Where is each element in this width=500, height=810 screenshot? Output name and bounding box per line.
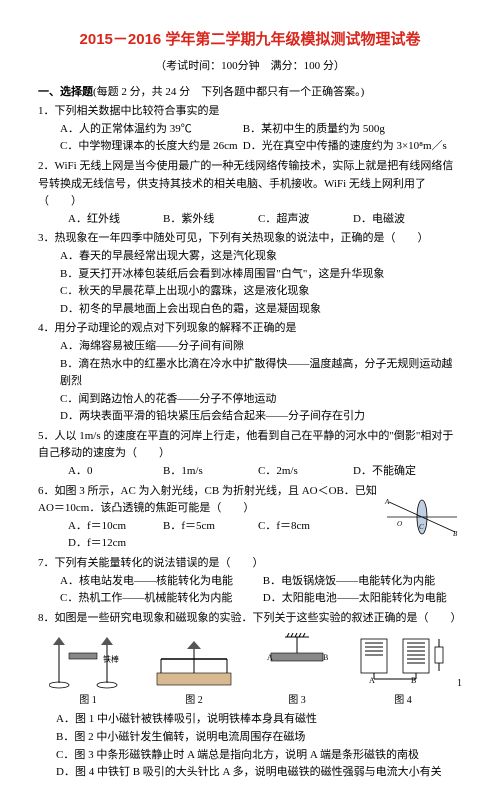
q3-opt-b: B．夏天打开冰棒包装纸后会看到冰棒周围冒"白气"，这是升华现象: [38, 266, 462, 284]
q5-stem: 5．人以 1m/s 的速度在平直的河岸上行走，他看到自己在平静的河水中的"倒影"…: [38, 428, 462, 463]
q7-stem: 7．下列有关能量转化的说法错误的是（ ）: [38, 555, 462, 573]
q4-opt-d: D．两块表面平滑的铅块紧压后会结合起来——分子间存在引力: [38, 408, 462, 426]
lens-diagram-icon: A C B O: [383, 496, 461, 538]
q4-stem: 4．用分子动理论的观点对下列现象的解释不正确的是: [38, 320, 462, 338]
q5-opt-c: C．2m/s: [258, 463, 353, 481]
q6-block: 6．如图 3 所示，AC 为入射光线，CB 为折射光线，且 AO＜OB．已知AO…: [38, 481, 462, 553]
q3-stem: 3．热现象在一年四季中随处可见，下列有关热现象的说法中，正确的是（ ）: [38, 230, 462, 248]
q8-opt-b: B．图 2 中小磁针发生偏转，说明电流周围存在磁场: [38, 729, 462, 747]
fig4-icon: A B: [355, 633, 451, 693]
q4-opt-a: A．海绵容易被压缩——分子间有间隙: [38, 338, 462, 356]
fig1-icon: 铁棒: [49, 633, 127, 693]
q8-fig3: A B 图 3: [261, 633, 333, 709]
q6-stem: 6．如图 3 所示，AC 为入射光线，CB 为折射光线，且 AO＜OB．已知AO…: [38, 483, 382, 518]
fig3-icon: A B: [261, 633, 333, 693]
q6-opt-c: C．f＝8cm: [258, 518, 353, 536]
svg-text:B: B: [453, 530, 458, 538]
q8-figures-row: 铁棒 图 1 图 2 A B 图 3: [38, 633, 462, 709]
q1-opt-d: D．光在真空中传播的速度约为 3×10⁸m／s: [243, 138, 447, 156]
section-1-note: (每题 2 分，共 24 分 下列各题中都只有一个正确答案。): [93, 86, 364, 98]
q1-opt-b: B．某初中生的质量约为 500g: [243, 121, 385, 139]
q8-opt-a: A．图 1 中小磁针被铁棒吸引，说明铁棒本身具有磁性: [38, 711, 462, 729]
q2-opt-a: A．红外线: [68, 211, 163, 229]
q8-fig4: A B 图 4: [355, 633, 451, 709]
q7-row2: C．热机工作——机械能转化为内能 D．太阳能电池——太阳能转化为电能: [38, 590, 462, 608]
q5-opt-d: D．不能确定: [353, 463, 448, 481]
q8-opt-d: D．图 4 中铁钉 B 吸引的大头针比 A 多，说明电磁铁的磁性强弱与电流大小有…: [38, 764, 462, 782]
svg-text:O: O: [397, 520, 402, 528]
fig2-label: 图 2: [149, 693, 239, 709]
svg-text:A: A: [384, 498, 390, 506]
q2-stem: 2．WiFi 无线上网是当今使用最广的一种无线网络传输技术，实际上就是把有线网络…: [38, 158, 462, 211]
fig4-label: 图 4: [355, 693, 451, 709]
q1-stem: 1．下列相关数据中比较符合事实的是: [38, 103, 462, 121]
q1-row2: C．中学物理课本的长度大约是 26cm D．光在真空中传播的速度约为 3×10⁸…: [38, 138, 462, 156]
q4-opt-b: B．滴在热水中的红墨水比滴在冷水中扩散得快——温度越高，分子无规则运动越剧烈: [38, 356, 462, 391]
section-1-title: 一、选择题: [38, 86, 93, 98]
svg-text:B: B: [323, 653, 328, 662]
q2-opt-b: B．紫外线: [163, 211, 258, 229]
q7-row1: A．核电站发电——核能转化为电能 B．电饭锅烧饭——电能转化为内能: [38, 573, 462, 591]
exam-subtitle: （考试时间：100分钟 满分：100 分）: [38, 58, 462, 76]
svg-text:C: C: [419, 523, 424, 531]
q6-opt-b: B．f＝5cm: [163, 518, 258, 536]
q6-opt-a: A．f＝10cm: [68, 518, 163, 536]
q6-figure: A C B O: [382, 481, 462, 553]
q7-opt-c: C．热机工作——机械能转化为内能: [60, 590, 260, 608]
q5-opt-b: B．1m/s: [163, 463, 258, 481]
q7-opt-a: A．核电站发电——核能转化为电能: [60, 573, 260, 591]
q8-fig1: 铁棒 图 1: [49, 633, 127, 709]
q8-fig2: 图 2: [149, 633, 239, 709]
fig2-icon: [149, 633, 239, 693]
q5-options: A．0 B．1m/s C．2m/s D．不能确定: [38, 463, 462, 481]
q5-opt-a: A．0: [68, 463, 163, 481]
q2-opt-d: D．电磁波: [353, 211, 448, 229]
q7-opt-d: D．太阳能电池——太阳能转化为电能: [263, 590, 447, 608]
page-number: 1: [457, 676, 462, 692]
q8-opt-c: C．图 3 中条形磁铁静止时 A 端总是指向北方，说明 A 端是条形磁铁的南极: [38, 747, 462, 765]
q2-opt-c: C．超声波: [258, 211, 353, 229]
q3-opt-c: C．秋天的早晨花草上出现小的露珠，这是液化现象: [38, 283, 462, 301]
fig1-label: 图 1: [49, 693, 127, 709]
q3-opt-a: A．春天的早晨经常出现大雾，这是汽化现象: [38, 248, 462, 266]
svg-text:铁棒: 铁棒: [103, 654, 119, 664]
q8-stem: 8．如图是一些研究电现象和磁现象的实验．下列关于这些实验的叙述正确的是（ ）: [38, 610, 462, 628]
q7-opt-b: B．电饭锅烧饭——电能转化为内能: [263, 573, 435, 591]
svg-text:A: A: [267, 653, 273, 662]
exam-title: 2015－2016 学年第二学期九年级模拟测试物理试卷: [38, 28, 462, 52]
q3-opt-d: D．初冬的早晨地面上会出现白色的霜，这是凝固现象: [38, 301, 462, 319]
q2-options: A．红外线 B．紫外线 C．超声波 D．电磁波: [38, 211, 462, 229]
q1-opt-c: C．中学物理课本的长度大约是 26cm: [60, 138, 240, 156]
q1-opt-a: A．人的正常体温约为 39℃: [60, 121, 240, 139]
q6-opt-d: D．f＝12cm: [68, 535, 163, 553]
section-1-heading: 一、选择题(每题 2 分，共 24 分 下列各题中都只有一个正确答案。): [38, 84, 462, 102]
q4-opt-c: C．闻到路边怡人的花香——分子不停地运动: [38, 391, 462, 409]
fig3-label: 图 3: [261, 693, 333, 709]
q1-row1: A．人的正常体温约为 39℃ B．某初中生的质量约为 500g: [38, 121, 462, 139]
q6-options: A．f＝10cm B．f＝5cm C．f＝8cm D．f＝12cm: [38, 518, 382, 553]
